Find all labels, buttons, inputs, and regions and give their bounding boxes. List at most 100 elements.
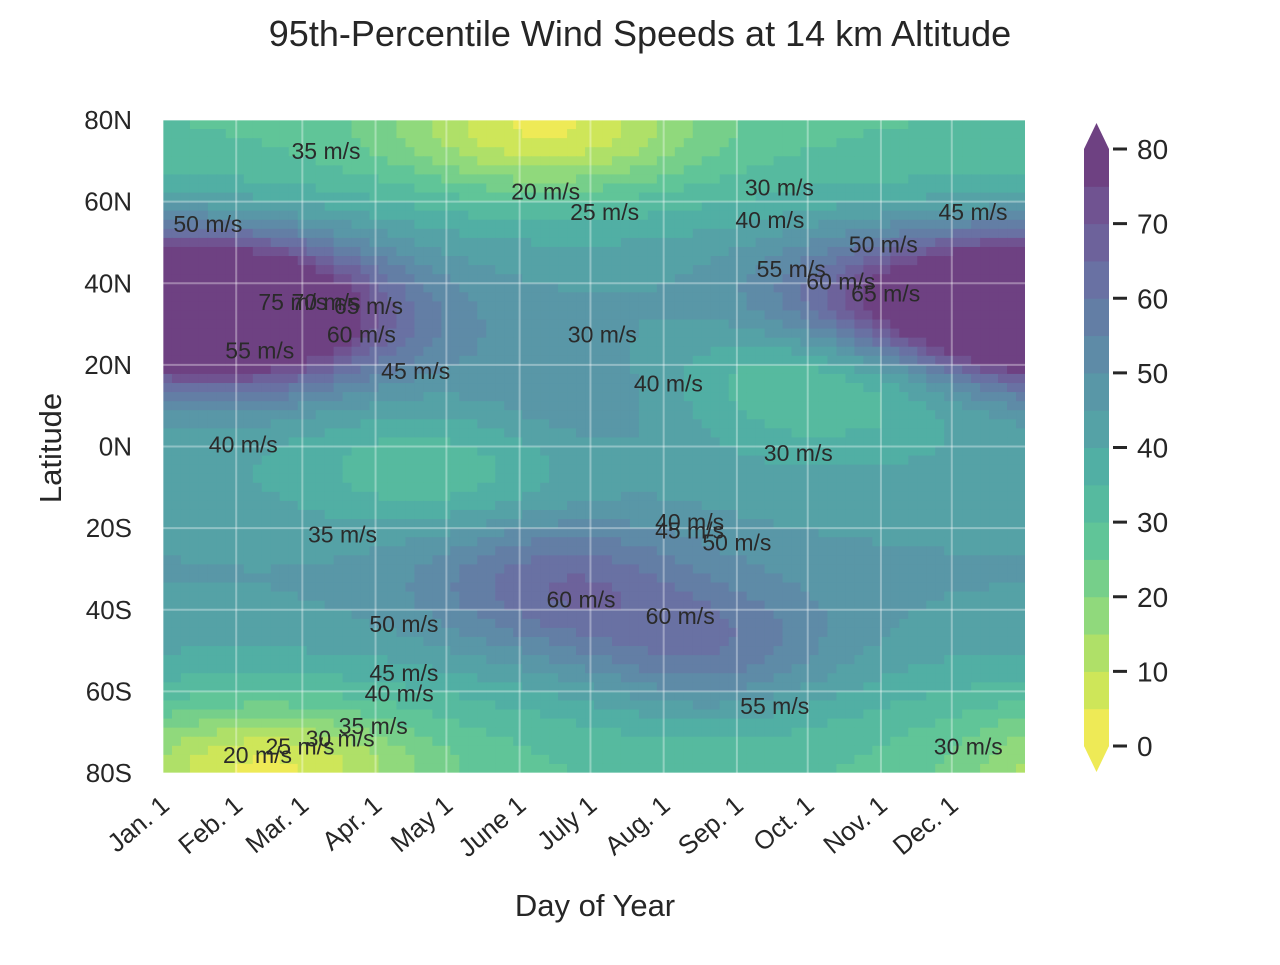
contour-cell: [549, 464, 559, 475]
contour-cell: [656, 455, 667, 466]
contour-cell: [351, 519, 362, 529]
contour-cell: [234, 582, 245, 593]
contour-cell: [378, 528, 389, 538]
contour-cell: [594, 464, 604, 475]
contour-cell: [324, 564, 335, 575]
contour-cell: [369, 355, 380, 366]
contour-cell: [351, 165, 362, 176]
contour-cell: [764, 564, 775, 575]
contour-cell: [252, 147, 263, 157]
contour-cell: [234, 265, 245, 275]
contour-cell: [477, 355, 487, 366]
contour-cell: [369, 482, 380, 493]
contour-cell: [351, 138, 362, 148]
contour-cell: [279, 328, 290, 339]
contour-cell: [594, 129, 604, 139]
contour-cell: [207, 528, 218, 538]
contour-cell: [728, 201, 739, 212]
contour-cell: [504, 528, 514, 538]
contour-cell: [522, 573, 532, 584]
contour-cell: [441, 319, 451, 330]
contour-cell: [468, 473, 478, 484]
contour-cell: [926, 573, 936, 584]
contour-cell: [962, 419, 972, 429]
contour-cell: [324, 546, 335, 556]
contour-cell: [495, 410, 505, 420]
contour-cell: [701, 274, 712, 284]
contour-cell: [423, 156, 433, 166]
contour-cell: [171, 500, 182, 511]
contour-cell: [288, 528, 299, 538]
contour-cell: [620, 256, 631, 266]
contour-cell: [360, 437, 371, 448]
contour-cell: [818, 237, 829, 248]
contour-cell: [189, 246, 200, 257]
contour-cell: [252, 274, 263, 284]
contour-cell: [872, 129, 882, 139]
contour-cell: [863, 364, 873, 375]
contour-cell: [755, 437, 766, 448]
contour-cell: [701, 392, 712, 402]
contour-cell: [441, 537, 451, 547]
contour-cell: [710, 383, 721, 393]
contour-cell: [576, 373, 586, 384]
contour-cell: [504, 310, 514, 321]
contour-cell: [261, 582, 272, 593]
contour-cell: [360, 355, 371, 366]
contour-cell: [872, 219, 882, 230]
contour-cell: [279, 582, 290, 593]
contour-cell: [683, 219, 694, 230]
contour-cell: [432, 210, 442, 221]
contour-cell: [755, 482, 766, 493]
contour-cell: [378, 446, 389, 457]
contour-cell: [342, 310, 353, 321]
contour-cell: [782, 138, 793, 148]
contour-cell: [1016, 555, 1025, 565]
contour-cell: [423, 401, 433, 411]
contour-cell: [1016, 383, 1025, 393]
contour-cell: [692, 328, 703, 339]
contour-cell: [827, 410, 838, 420]
contour-cell: [863, 355, 873, 366]
contour-cell: [800, 419, 811, 429]
contour-cell: [216, 464, 227, 475]
contour-cell: [288, 473, 299, 484]
contour-cell: [1007, 129, 1017, 139]
contour-cell: [477, 147, 487, 157]
contour-cell: [477, 509, 487, 520]
contour-cell: [486, 147, 496, 157]
contour-cell: [629, 183, 640, 194]
contour-cell: [791, 120, 802, 130]
contour-cell: [926, 491, 936, 502]
contour-cell: [171, 265, 182, 275]
contour-cell: [468, 437, 478, 448]
contour-cell: [324, 228, 335, 239]
contour-cell: [567, 310, 577, 321]
contour-cell: [279, 500, 290, 511]
contour-cell: [450, 228, 460, 239]
contour-cell: [315, 364, 326, 375]
contour-cell: [324, 192, 335, 203]
contour-cell: [710, 455, 721, 466]
contour-cell: [638, 428, 649, 439]
contour-cell: [800, 156, 811, 166]
contour-cell: [171, 564, 182, 575]
contour-cell: [647, 165, 658, 176]
contour-cell: [360, 392, 371, 402]
contour-cell: [953, 192, 963, 203]
contour-cell: [890, 555, 900, 565]
contour-cell: [935, 346, 945, 357]
contour-cell: [656, 274, 667, 284]
contour-cell: [611, 165, 622, 176]
contour-cell: [163, 500, 173, 511]
contour-cell: [513, 473, 523, 484]
contour-cell: [800, 292, 811, 302]
contour-cell: [800, 392, 811, 402]
contour-cell: [234, 500, 245, 511]
contour-cell: [962, 165, 972, 176]
contour-cell: [953, 528, 963, 538]
contour-cell: [531, 464, 541, 475]
contour-cell: [378, 319, 389, 330]
contour-cell: [800, 383, 811, 393]
contour-cell: [935, 265, 945, 275]
